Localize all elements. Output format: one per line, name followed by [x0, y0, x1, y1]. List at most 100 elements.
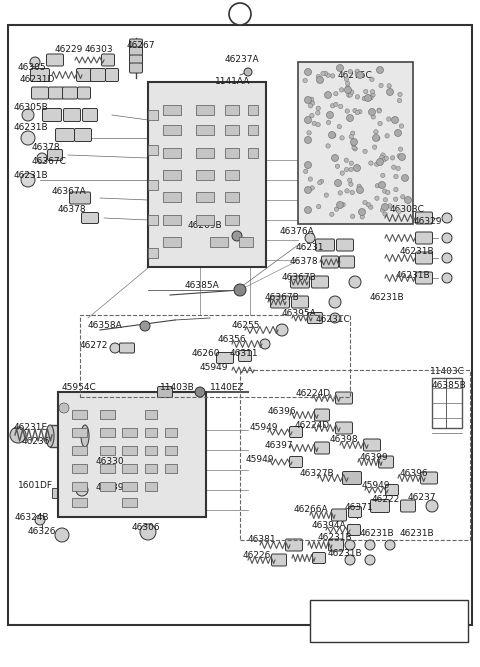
Circle shape [310, 113, 314, 118]
Circle shape [341, 202, 345, 207]
Circle shape [352, 145, 356, 150]
Circle shape [398, 92, 402, 97]
Circle shape [401, 175, 408, 181]
Circle shape [324, 71, 328, 75]
Circle shape [349, 90, 354, 94]
Text: 46224D: 46224D [295, 420, 330, 430]
Circle shape [381, 173, 385, 177]
Circle shape [349, 276, 361, 288]
Text: 46326: 46326 [28, 528, 57, 536]
Text: 46231B: 46231B [400, 247, 434, 257]
Bar [72, 464, 87, 473]
Bar [148, 215, 158, 225]
Text: 46396: 46396 [400, 470, 429, 478]
Circle shape [338, 104, 343, 109]
Circle shape [392, 117, 398, 123]
Circle shape [244, 68, 252, 76]
Bar [163, 148, 181, 158]
FancyBboxPatch shape [70, 192, 91, 204]
Text: 46327B: 46327B [300, 470, 335, 478]
Bar [163, 192, 181, 202]
Circle shape [304, 207, 312, 213]
FancyBboxPatch shape [43, 109, 61, 121]
Text: 46367B: 46367B [282, 273, 317, 283]
Circle shape [232, 231, 242, 241]
FancyBboxPatch shape [130, 39, 143, 49]
FancyBboxPatch shape [106, 69, 119, 81]
Circle shape [304, 187, 312, 193]
Bar [163, 215, 181, 225]
Circle shape [310, 185, 314, 190]
FancyBboxPatch shape [32, 87, 48, 99]
Circle shape [383, 212, 387, 216]
Bar [58, 392, 206, 517]
Bar [163, 125, 181, 135]
Text: 45949: 45949 [250, 424, 278, 432]
Bar [432, 378, 462, 428]
Text: 46399: 46399 [360, 454, 389, 462]
Text: 46395A: 46395A [282, 309, 317, 319]
FancyBboxPatch shape [239, 350, 252, 362]
Text: 1601DF: 1601DF [18, 480, 53, 490]
Text: 46381: 46381 [248, 536, 276, 544]
Text: 46378: 46378 [32, 143, 60, 153]
Circle shape [316, 204, 321, 209]
Circle shape [360, 215, 364, 219]
FancyBboxPatch shape [47, 54, 63, 66]
Circle shape [355, 69, 360, 73]
Circle shape [377, 109, 382, 113]
Circle shape [401, 195, 405, 199]
Bar [80, 315, 350, 397]
FancyBboxPatch shape [271, 296, 289, 308]
Circle shape [394, 187, 398, 192]
FancyBboxPatch shape [312, 276, 328, 288]
Circle shape [381, 153, 385, 157]
Circle shape [345, 87, 351, 93]
Bar [145, 446, 157, 455]
Text: 46231B: 46231B [360, 528, 395, 538]
Text: 46260: 46260 [192, 350, 220, 358]
FancyBboxPatch shape [420, 472, 437, 484]
Text: 46367B: 46367B [265, 293, 300, 303]
Bar [145, 410, 157, 419]
FancyBboxPatch shape [328, 539, 344, 551]
Circle shape [345, 109, 349, 113]
Text: 46231B: 46231B [370, 293, 405, 301]
FancyBboxPatch shape [315, 239, 335, 251]
Bar [100, 428, 115, 437]
Bar [163, 237, 181, 247]
FancyBboxPatch shape [77, 87, 91, 99]
Circle shape [385, 190, 390, 195]
Circle shape [386, 117, 391, 121]
Bar [72, 410, 87, 419]
Circle shape [37, 153, 47, 163]
Bar [225, 170, 239, 180]
Circle shape [260, 339, 270, 349]
Text: 46376A: 46376A [280, 227, 315, 237]
Text: 46237A: 46237A [225, 55, 260, 65]
FancyBboxPatch shape [314, 409, 329, 421]
Circle shape [330, 313, 340, 323]
Circle shape [304, 117, 312, 123]
FancyBboxPatch shape [332, 509, 347, 521]
FancyBboxPatch shape [314, 442, 329, 454]
FancyBboxPatch shape [101, 54, 115, 66]
Circle shape [59, 403, 69, 413]
Circle shape [376, 136, 380, 141]
Bar [165, 446, 177, 455]
FancyBboxPatch shape [62, 87, 77, 99]
Bar [52, 488, 70, 498]
Circle shape [388, 204, 392, 208]
Circle shape [442, 213, 452, 223]
Text: 46367C: 46367C [32, 157, 67, 167]
Bar [225, 148, 239, 158]
Circle shape [363, 149, 367, 153]
Text: 46367A: 46367A [52, 187, 87, 197]
Circle shape [311, 101, 315, 105]
Circle shape [370, 89, 375, 94]
Bar [196, 148, 214, 158]
Text: 46267: 46267 [127, 41, 156, 49]
Circle shape [30, 57, 40, 67]
Bar [50, 425, 85, 447]
Circle shape [339, 88, 344, 92]
